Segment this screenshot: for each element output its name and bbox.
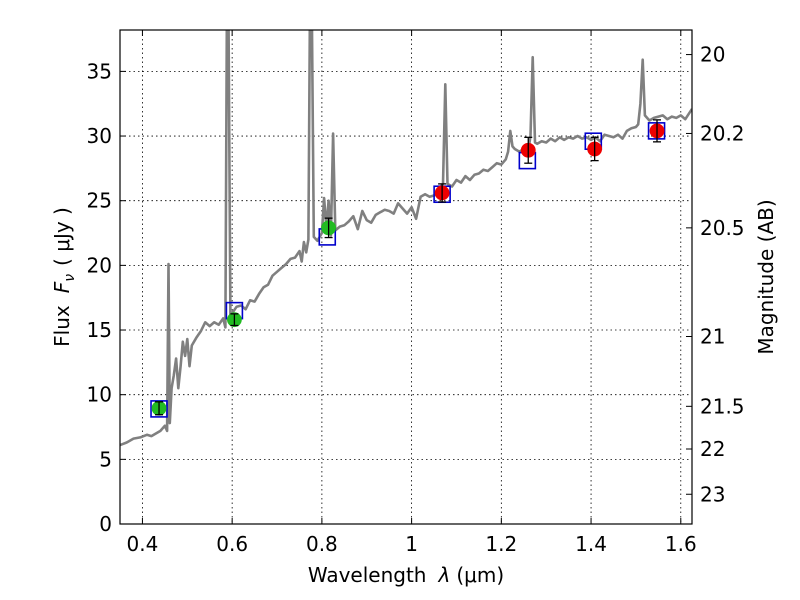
y-tick-label: 20 bbox=[87, 253, 112, 277]
y-tick-label: 10 bbox=[87, 383, 112, 407]
y2-tick-label: 22 bbox=[700, 437, 725, 461]
y-axis-ticks: 0 5 10 15 20 25 30 35 bbox=[87, 59, 126, 536]
x-tick-label: 0.4 bbox=[127, 532, 159, 556]
observed-photometry-series bbox=[151, 119, 665, 416]
y-tick-label: 0 bbox=[99, 512, 112, 536]
y-axis-label: FluxFν( μJy ) bbox=[50, 207, 78, 347]
y2-tick-label: 23 bbox=[700, 482, 725, 506]
spectrum-series bbox=[120, 30, 692, 447]
y2-tick-label: 21 bbox=[700, 324, 725, 348]
plot-frame bbox=[119, 29, 693, 525]
x-tick-label: 0.8 bbox=[306, 532, 338, 556]
x-tick-label: 1.6 bbox=[665, 532, 697, 556]
y2-axis-label: Magnitude (AB) bbox=[754, 199, 778, 354]
x-tick-label: 1.2 bbox=[485, 532, 517, 556]
x-axis-ticks: 0.4 0.6 0.8 1 1.2 1.4 1.6 bbox=[127, 30, 697, 556]
y-tick-label: 15 bbox=[87, 318, 112, 342]
y2-tick-label: 20.2 bbox=[700, 121, 745, 145]
x-tick-label: 0.6 bbox=[216, 532, 248, 556]
y2-tick-label: 20.5 bbox=[700, 216, 745, 240]
x-tick-label: 1 bbox=[405, 532, 418, 556]
x-tick-label: 1.4 bbox=[575, 532, 607, 556]
x-axis-label: Wavelength λ (μm) bbox=[308, 563, 504, 587]
y2-tick-label: 21.5 bbox=[700, 394, 745, 418]
y-tick-label: 5 bbox=[99, 447, 112, 471]
y-tick-label: 25 bbox=[87, 189, 112, 213]
y-tick-label: 35 bbox=[87, 59, 112, 83]
plot-area-background bbox=[120, 30, 692, 524]
spectrum-line bbox=[120, 30, 692, 447]
y-tick-label: 30 bbox=[87, 124, 112, 148]
y2-axis-ticks: 20 20.2 20.5 21 21.5 22 23 bbox=[686, 43, 745, 506]
y2-tick-label: 20 bbox=[700, 43, 725, 67]
